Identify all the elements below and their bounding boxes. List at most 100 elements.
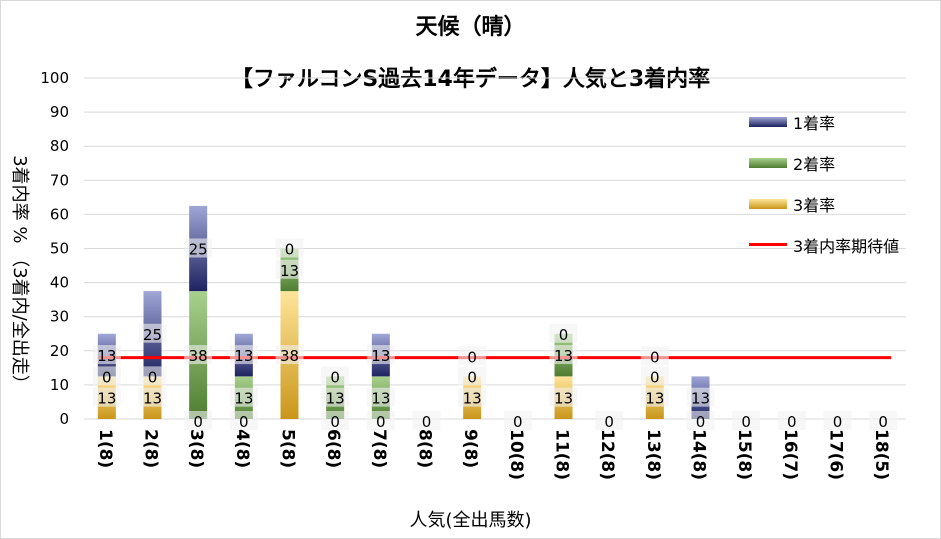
legend-label: 1着率	[793, 113, 836, 133]
x-axis-label: 人気(全出馬数)	[409, 510, 532, 531]
x-tick-label: 15(8)	[734, 429, 754, 480]
data-label: 0	[467, 348, 477, 366]
y-tick-label: 60	[50, 205, 69, 223]
data-label: 13	[234, 390, 253, 408]
data-label-bg	[275, 345, 304, 365]
data-label-bg	[549, 323, 578, 343]
x-tick-label: 17(6)	[826, 429, 846, 480]
y-tick-label: 20	[50, 342, 69, 360]
legend: 1着率 2着率 3着率 3着内率期待値	[749, 101, 899, 265]
x-tick-label: 14(8)	[689, 429, 709, 480]
data-label: 0	[376, 413, 386, 431]
data-label-bg	[275, 238, 304, 258]
data-label: 0	[833, 413, 843, 431]
legend-item-3rd: 3着率	[749, 183, 899, 224]
x-tick-label: 8(8)	[415, 429, 435, 468]
x-tick-label: 4(8)	[232, 429, 252, 468]
data-label: 13	[97, 347, 116, 365]
legend-label: 3着率	[793, 195, 836, 215]
data-label: 0	[330, 413, 340, 431]
data-label: 13	[326, 390, 345, 408]
data-label: 0	[330, 368, 340, 386]
data-label: 0	[604, 413, 614, 431]
y-tick-label: 30	[50, 308, 69, 326]
legend-label: 2着率	[793, 154, 836, 174]
data-label-bg	[458, 366, 487, 386]
y-axis-label: 3着内率 % （3着内/全出走）	[9, 155, 30, 393]
data-label: 0	[741, 413, 751, 431]
data-label-bg	[229, 387, 258, 407]
chart-title: 天候（晴）	[415, 15, 526, 40]
data-label: 13	[554, 347, 573, 365]
data-label: 0	[878, 413, 888, 431]
data-label: 13	[371, 347, 390, 365]
data-label-bg	[229, 411, 258, 430]
data-label: 0	[148, 368, 158, 386]
x-tick-label: 9(8)	[460, 429, 480, 468]
y-tick-label: 90	[50, 103, 69, 121]
legend-label: 3着内率期待値	[793, 236, 900, 256]
data-label: 0	[513, 413, 523, 431]
x-tick-label: 7(8)	[369, 429, 389, 468]
data-label-bg	[92, 345, 121, 365]
data-label-bg	[366, 345, 395, 365]
y-tick-label: 80	[50, 137, 69, 155]
data-label: 0	[696, 413, 706, 431]
x-tick-label: 6(8)	[323, 429, 343, 468]
data-label-bg	[549, 345, 578, 365]
data-label-bg	[458, 387, 487, 407]
data-label-bg	[732, 411, 761, 430]
x-tick-label: 5(8)	[278, 429, 298, 468]
data-label-bg	[184, 238, 213, 258]
data-label-bg	[366, 411, 395, 430]
data-label-bg	[366, 387, 395, 407]
data-label-bg	[184, 411, 213, 430]
x-tick-label: 1(8)	[95, 429, 115, 468]
data-label-bg	[777, 411, 806, 430]
legend-item-expected: 3着内率期待値	[749, 224, 899, 265]
data-label: 0	[285, 241, 295, 259]
legend-item-1st: 1着率	[749, 101, 899, 142]
data-label-bg	[595, 411, 624, 430]
data-label: 0	[787, 413, 797, 431]
data-label: 38	[280, 347, 299, 365]
data-label-bg	[138, 323, 167, 343]
data-label-bg	[640, 387, 669, 407]
data-label: 0	[559, 326, 569, 344]
data-label-bg	[229, 345, 258, 365]
data-label-bg	[823, 411, 852, 430]
x-tick-label: 16(7)	[780, 429, 800, 480]
x-tick-label: 10(8)	[506, 429, 526, 480]
y-tick-label: 70	[50, 171, 69, 189]
data-label-bg	[503, 411, 532, 430]
data-label: 13	[97, 390, 116, 408]
data-label: 0	[650, 368, 660, 386]
data-label: 25	[189, 241, 208, 259]
data-label: 13	[691, 390, 710, 408]
data-label-bg	[321, 366, 350, 386]
data-label-bg	[640, 346, 669, 366]
data-label: 13	[234, 347, 253, 365]
data-label: 13	[645, 390, 664, 408]
x-tick-label: 11(8)	[552, 429, 572, 480]
x-tick-label: 12(8)	[597, 429, 617, 480]
data-label-bg	[686, 387, 715, 407]
data-label-bg	[92, 366, 121, 386]
data-label-bg	[549, 387, 578, 407]
data-label: 13	[371, 390, 390, 408]
data-label-bg	[869, 411, 898, 430]
data-label-bg	[640, 366, 669, 386]
data-label-bg	[412, 411, 441, 430]
data-label-bg	[184, 345, 213, 365]
data-label-bg	[92, 387, 121, 407]
data-label-bg	[138, 366, 167, 386]
x-tick-label: 3(8)	[186, 429, 206, 468]
chart-subtitle: 【ファルコンS過去14年データ】人気と3着内率	[230, 67, 711, 92]
data-label: 0	[422, 413, 432, 431]
x-tick-label: 2(8)	[141, 429, 161, 468]
data-label: 13	[554, 390, 573, 408]
x-tick-label: 13(8)	[643, 429, 663, 480]
data-label: 13	[143, 390, 162, 408]
